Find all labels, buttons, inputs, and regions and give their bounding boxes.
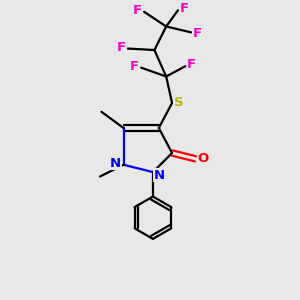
Text: F: F	[180, 2, 189, 15]
Text: F: F	[133, 4, 142, 17]
Text: F: F	[187, 58, 196, 71]
Text: N: N	[154, 169, 165, 182]
Text: N: N	[110, 157, 121, 170]
Text: S: S	[174, 96, 183, 109]
Text: F: F	[117, 40, 126, 54]
Text: O: O	[197, 152, 208, 165]
Text: F: F	[193, 27, 202, 40]
Text: F: F	[130, 60, 139, 73]
